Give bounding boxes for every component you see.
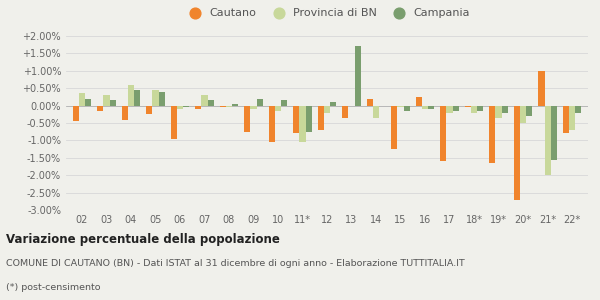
Bar <box>281 100 287 106</box>
Bar <box>177 106 183 109</box>
Bar <box>250 106 257 109</box>
Bar <box>110 100 116 106</box>
Bar <box>465 106 471 107</box>
Bar <box>73 106 79 121</box>
Bar <box>79 93 85 106</box>
Bar <box>158 92 164 106</box>
Bar <box>183 106 189 107</box>
Bar <box>171 106 177 139</box>
Bar <box>202 95 208 106</box>
Bar <box>318 106 324 130</box>
Bar <box>514 106 520 200</box>
Bar <box>477 106 483 111</box>
Bar <box>551 106 557 160</box>
Bar <box>373 106 379 118</box>
Bar <box>471 106 477 112</box>
Bar <box>97 106 103 111</box>
Bar <box>146 106 152 114</box>
Bar <box>305 106 311 132</box>
Bar <box>452 106 459 111</box>
Bar <box>226 106 232 107</box>
Bar <box>538 71 545 106</box>
Text: COMUNE DI CAUTANO (BN) - Dati ISTAT al 31 dicembre di ogni anno - Elaborazione T: COMUNE DI CAUTANO (BN) - Dati ISTAT al 3… <box>6 260 465 268</box>
Bar <box>299 106 305 142</box>
Bar <box>391 106 397 149</box>
Bar <box>422 106 428 109</box>
Bar <box>195 106 202 109</box>
Bar <box>502 106 508 112</box>
Bar <box>367 99 373 106</box>
Bar <box>569 106 575 130</box>
Bar <box>563 106 569 134</box>
Bar <box>103 95 110 106</box>
Bar <box>526 106 532 116</box>
Bar <box>85 99 91 106</box>
Bar <box>152 90 158 106</box>
Bar <box>324 106 330 112</box>
Bar <box>257 99 263 106</box>
Legend: Cautano, Provincia di BN, Campania: Cautano, Provincia di BN, Campania <box>179 3 475 22</box>
Bar <box>220 106 226 107</box>
Text: Variazione percentuale della popolazione: Variazione percentuale della popolazione <box>6 232 280 245</box>
Bar <box>397 106 404 107</box>
Text: (*) post-censimento: (*) post-censimento <box>6 284 101 292</box>
Bar <box>520 106 526 123</box>
Bar <box>244 106 250 132</box>
Bar <box>343 106 349 118</box>
Bar <box>208 100 214 106</box>
Bar <box>404 106 410 111</box>
Bar <box>269 106 275 142</box>
Bar <box>355 46 361 106</box>
Bar <box>416 97 422 106</box>
Bar <box>128 85 134 106</box>
Bar <box>440 106 446 161</box>
Bar <box>122 106 128 119</box>
Bar <box>496 106 502 118</box>
Bar <box>575 106 581 112</box>
Bar <box>232 104 238 106</box>
Bar <box>330 102 336 106</box>
Bar <box>545 106 551 175</box>
Bar <box>490 106 496 163</box>
Bar <box>134 90 140 106</box>
Bar <box>428 106 434 109</box>
Bar <box>275 106 281 111</box>
Bar <box>293 106 299 134</box>
Bar <box>446 106 452 112</box>
